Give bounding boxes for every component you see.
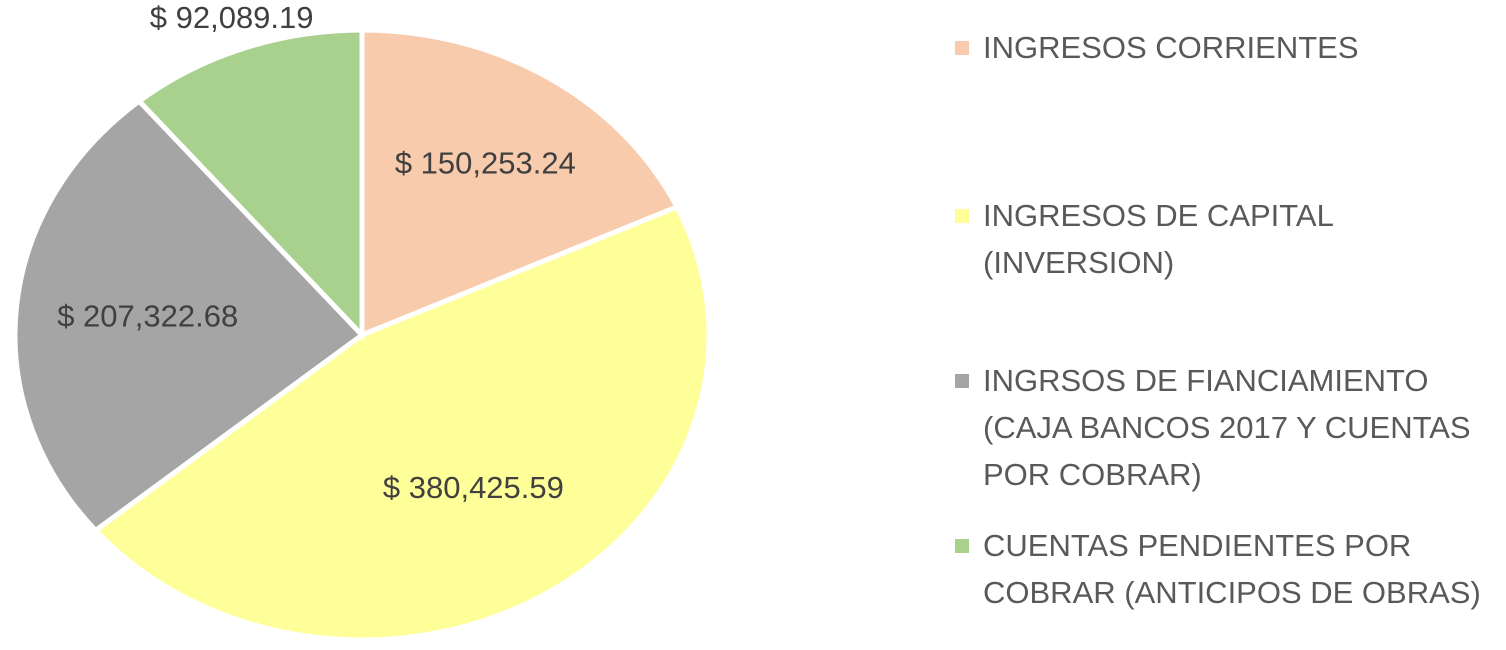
legend-item: CUENTAS PENDIENTES POR COBRAR (ANTICIPOS… — [955, 522, 1500, 616]
legend-label: INGRESOS CORRIENTES — [983, 30, 1359, 65]
legend-label: CUENTAS PENDIENTES POR COBRAR (ANTICIPOS… — [983, 528, 1481, 610]
data-label: $ 380,425.59 — [383, 470, 564, 505]
legend-swatch — [955, 41, 969, 55]
legend-label: INGRESOS DE CAPITAL (INVERSION) — [983, 198, 1333, 280]
legend-label: INGRSOS DE FIANCIAMIENTO (CAJA BANCOS 20… — [983, 363, 1471, 492]
pie-slice — [135, 27, 365, 342]
data-label: $ 92,089.19 — [150, 0, 314, 35]
chart: $ 150,253.24 $ 380,425.59 $ 207,322.68 $ 92… — [12, 0, 712, 643]
data-label: $ 150,253.24 — [395, 146, 576, 181]
legend-swatch — [955, 374, 969, 388]
legend-swatch — [955, 539, 969, 553]
pie-slice — [91, 203, 712, 643]
legend-item: INGRESOS DE CAPITAL (INVERSION) — [955, 192, 1500, 286]
legend-swatch — [955, 209, 969, 223]
legend-item: INGRSOS DE FIANCIAMIENTO (CAJA BANCOS 20… — [955, 357, 1500, 498]
pie-slice — [359, 27, 681, 339]
pie-slice — [12, 97, 366, 534]
data-label: $ 207,322.68 — [57, 298, 238, 333]
legend-item: INGRESOS CORRIENTES — [955, 24, 1500, 71]
